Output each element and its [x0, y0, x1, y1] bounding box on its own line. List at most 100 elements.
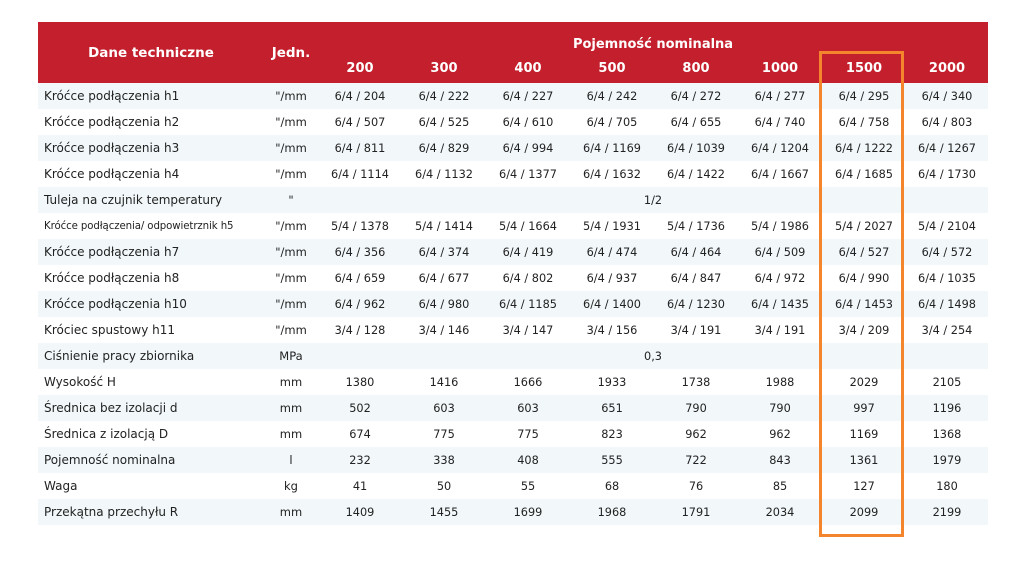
value-cell: 5/4 / 2104 [906, 213, 989, 239]
value-cell: 6/4 / 1267 [906, 135, 989, 161]
value-cell: 5/4 / 1736 [654, 213, 738, 239]
value-cell: 127 [822, 473, 906, 499]
value-cell: 6/4 / 1667 [738, 161, 822, 187]
row-unit: "/mm [264, 291, 318, 317]
value-cell: 6/4 / 525 [402, 109, 486, 135]
value-cell: 6/4 / 1230 [654, 291, 738, 317]
value-cell: 6/4 / 1222 [822, 135, 906, 161]
value-cell: 68 [570, 473, 654, 499]
row-label: Króćce podłączenia h4 [38, 161, 264, 187]
row-label: Wysokość H [38, 369, 264, 395]
value-cell: 6/4 / 222 [402, 83, 486, 109]
row-label: Króćce podłączenia h8 [38, 265, 264, 291]
value-cell: 3/4 / 254 [906, 317, 989, 343]
merged-value-cell: 0,3 [318, 343, 989, 369]
capacity-header-1500: 1500 [822, 53, 906, 83]
row-unit: "/mm [264, 213, 318, 239]
row-label: Waga [38, 473, 264, 499]
table-body: Króćce podłączenia h1 "/mm 6/4 / 204 6/4 / … [38, 83, 989, 525]
value-cell: 1666 [486, 369, 570, 395]
table-row: Ciśnienie pracy zbiornika MPa 0,3 [38, 343, 989, 369]
capacity-header-500: 500 [570, 53, 654, 83]
row-label: Przekątna przechyłu R [38, 499, 264, 525]
value-cell: 843 [738, 447, 822, 473]
capacity-header-300: 300 [402, 53, 486, 83]
value-cell: 6/4 / 507 [318, 109, 402, 135]
row-unit: kg [264, 473, 318, 499]
value-cell: 1738 [654, 369, 738, 395]
value-cell: 6/4 / 847 [654, 265, 738, 291]
value-cell: 6/4 / 527 [822, 239, 906, 265]
row-label: Króćce podłączenia h7 [38, 239, 264, 265]
capacity-header-row: 200 300 400 500 800 1000 1500 2000 [38, 53, 989, 83]
value-cell: 6/4 / 1632 [570, 161, 654, 187]
value-cell: 1380 [318, 369, 402, 395]
value-cell: 6/4 / 204 [318, 83, 402, 109]
value-cell: 85 [738, 473, 822, 499]
value-cell: 6/4 / 677 [402, 265, 486, 291]
value-cell: 6/4 / 1498 [906, 291, 989, 317]
row-label: Tuleja na czujnik temperatury [38, 187, 264, 213]
value-cell: 5/4 / 1378 [318, 213, 402, 239]
value-cell: 6/4 / 1185 [486, 291, 570, 317]
value-cell: 3/4 / 156 [570, 317, 654, 343]
value-cell: 6/4 / 1422 [654, 161, 738, 187]
value-cell: 6/4 / 802 [486, 265, 570, 291]
table-row: Średnica bez izolacji d mm 502 603 603 651 790… [38, 395, 989, 421]
value-cell: 5/4 / 1931 [570, 213, 654, 239]
value-cell: 5/4 / 2027 [822, 213, 906, 239]
row-unit: "/mm [264, 265, 318, 291]
value-cell: 6/4 / 419 [486, 239, 570, 265]
value-cell: 6/4 / 659 [318, 265, 402, 291]
table-row: Króćce podłączenia h7 "/mm 6/4 / 356 6/4 / … [38, 239, 989, 265]
value-cell: 1416 [402, 369, 486, 395]
value-cell: 6/4 / 356 [318, 239, 402, 265]
table-row: Tuleja na czujnik temperatury " 1/2 [38, 187, 989, 213]
value-cell: 603 [486, 395, 570, 421]
header-unit: Jedn. [264, 22, 318, 83]
value-cell: 6/4 / 1730 [906, 161, 989, 187]
table-row: Waga kg 41 50 55 68 76 85 127 180 [38, 473, 989, 499]
value-cell: 6/4 / 572 [906, 239, 989, 265]
value-cell: 180 [906, 473, 989, 499]
capacity-header-200: 200 [318, 53, 402, 83]
value-cell: 6/4 / 811 [318, 135, 402, 161]
row-unit: "/mm [264, 317, 318, 343]
row-label: Króćce podłączenia h2 [38, 109, 264, 135]
value-cell: 962 [738, 421, 822, 447]
row-label: Króćce podłączenia h3 [38, 135, 264, 161]
value-cell: 775 [402, 421, 486, 447]
value-cell: 6/4 / 972 [738, 265, 822, 291]
value-cell: 1979 [906, 447, 989, 473]
capacity-header-800: 800 [654, 53, 738, 83]
value-cell: 1455 [402, 499, 486, 525]
value-cell: 790 [738, 395, 822, 421]
value-cell: 6/4 / 464 [654, 239, 738, 265]
row-label: Króćce podłączenia h1 [38, 83, 264, 109]
value-cell: 3/4 / 191 [654, 317, 738, 343]
value-cell: 6/4 / 803 [906, 109, 989, 135]
row-unit: mm [264, 395, 318, 421]
value-cell: 651 [570, 395, 654, 421]
table-row: Króćce podłączenia h4 "/mm 6/4 / 1114 6/4 /… [38, 161, 989, 187]
value-cell: 2105 [906, 369, 989, 395]
value-cell: 6/4 / 277 [738, 83, 822, 109]
value-cell: 6/4 / 994 [486, 135, 570, 161]
value-cell: 6/4 / 1685 [822, 161, 906, 187]
table-row: Króćce podłączenia h10 "/mm 6/4 / 962 6/4 /… [38, 291, 989, 317]
table-row: Króćce podłączenia h3 "/mm 6/4 / 811 6/4 / … [38, 135, 989, 161]
value-cell: 6/4 / 962 [318, 291, 402, 317]
table-row: Pojemność nominalna l 232 338 408 555 722 843 13… [38, 447, 989, 473]
value-cell: 6/4 / 1400 [570, 291, 654, 317]
value-cell: 775 [486, 421, 570, 447]
value-cell: 6/4 / 1453 [822, 291, 906, 317]
merged-value-cell: 1/2 [318, 187, 989, 213]
value-cell: 3/4 / 147 [486, 317, 570, 343]
value-cell: 3/4 / 146 [402, 317, 486, 343]
value-cell: 555 [570, 447, 654, 473]
row-unit: "/mm [264, 239, 318, 265]
value-cell: 6/4 / 705 [570, 109, 654, 135]
row-unit: l [264, 447, 318, 473]
value-cell: 1968 [570, 499, 654, 525]
